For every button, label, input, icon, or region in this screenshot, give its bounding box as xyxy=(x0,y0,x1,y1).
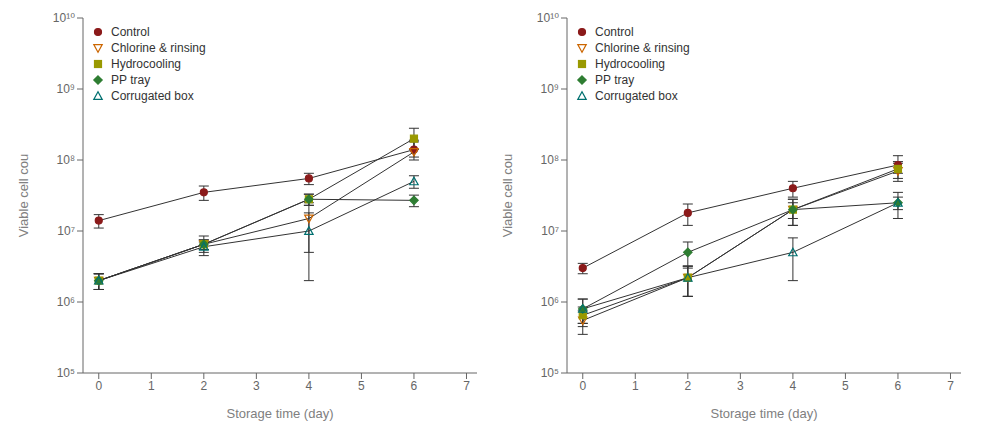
svg-text:7: 7 xyxy=(463,379,470,393)
svg-text:10⁹: 10⁹ xyxy=(57,82,76,96)
html-text:Control: Control xyxy=(111,25,150,39)
svg-text:3: 3 xyxy=(737,379,744,393)
svg-text:3: 3 xyxy=(253,379,260,393)
html-text:Corrugated box: Corrugated box xyxy=(595,89,678,103)
svg-text:10⁷: 10⁷ xyxy=(57,224,75,238)
svg-text:Viable cell cou: Viable cell cou xyxy=(16,154,31,238)
svg-text:10⁸: 10⁸ xyxy=(57,153,75,167)
svg-text:10⁵: 10⁵ xyxy=(57,366,75,380)
svg-text:0: 0 xyxy=(95,379,102,393)
svg-text:10⁶: 10⁶ xyxy=(541,295,559,309)
html-text:Chlorine & rinsing: Chlorine & rinsing xyxy=(111,41,206,55)
svg-text:10⁵: 10⁵ xyxy=(541,366,559,380)
svg-text:4: 4 xyxy=(306,379,313,393)
svg-text:6: 6 xyxy=(411,379,418,393)
html-text:Corrugated box: Corrugated box xyxy=(111,89,194,103)
html-text:Chlorine & rinsing: Chlorine & rinsing xyxy=(595,41,690,55)
svg-text:1: 1 xyxy=(632,379,639,393)
svg-text:10⁸: 10⁸ xyxy=(541,153,559,167)
svg-text:10¹⁰: 10¹⁰ xyxy=(537,11,559,25)
svg-text:5: 5 xyxy=(358,379,365,393)
html-text:Control: Control xyxy=(595,25,634,39)
svg-text:10⁶: 10⁶ xyxy=(57,295,75,309)
svg-text:10⁹: 10⁹ xyxy=(541,82,560,96)
html-text:Hydrocooling: Hydrocooling xyxy=(595,57,665,71)
html-text:PP tray: PP tray xyxy=(595,73,635,87)
svg-text:7: 7 xyxy=(947,379,954,393)
html-text:PP tray: PP tray xyxy=(111,73,151,87)
svg-text:Storage time (day): Storage time (day) xyxy=(711,406,818,421)
svg-text:6: 6 xyxy=(895,379,902,393)
svg-text:10¹⁰: 10¹⁰ xyxy=(53,11,75,25)
svg-text:1: 1 xyxy=(148,379,155,393)
svg-text:0: 0 xyxy=(579,379,586,393)
html-text:Hydrocooling: Hydrocooling xyxy=(111,57,181,71)
svg-text:5: 5 xyxy=(842,379,849,393)
svg-text:2: 2 xyxy=(684,379,691,393)
svg-text:Viable cell cou: Viable cell cou xyxy=(500,154,515,238)
svg-text:10⁷: 10⁷ xyxy=(541,224,559,238)
svg-text:4: 4 xyxy=(790,379,797,393)
svg-text:Storage time (day): Storage time (day) xyxy=(227,406,334,421)
svg-text:2: 2 xyxy=(200,379,207,393)
